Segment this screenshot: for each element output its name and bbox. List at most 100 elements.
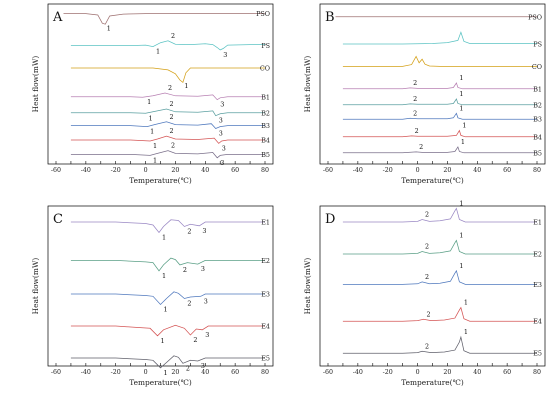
trace-b2 (70, 108, 265, 117)
peak-label: 2 (187, 228, 191, 236)
peak-label: 1 (461, 138, 465, 146)
x-tick-label: 40 (473, 167, 481, 174)
trace-label: E4 (261, 323, 270, 331)
trace-pso (63, 13, 265, 25)
x-tick-label: 20 (443, 167, 451, 174)
peak-label: 1 (462, 122, 466, 130)
peak-label: 2 (425, 342, 429, 350)
trace-e2 (342, 239, 537, 255)
trace-label: B2 (533, 101, 542, 109)
x-tick-label: 80 (261, 167, 269, 174)
x-tick-label: -60 (51, 167, 61, 174)
y-axis-label: Heat flow(mW) (303, 258, 312, 315)
trace-label: B5 (533, 149, 542, 157)
x-tick-label: -40 (81, 167, 91, 174)
peak-label: 3 (219, 129, 223, 137)
trace-label: PSO (528, 13, 542, 21)
trace-e4 (342, 306, 537, 322)
x-axis-label: Temperature(℃) (401, 176, 464, 185)
trace-label: B3 (533, 116, 542, 124)
peak-label: 3 (223, 51, 227, 59)
peak-label: 1 (184, 82, 188, 90)
trace-label: E3 (533, 281, 542, 289)
peak-label: 1 (162, 234, 166, 242)
trace-label: E1 (533, 219, 542, 227)
peak-label: 2 (415, 127, 419, 135)
trace-e5 (70, 355, 265, 369)
trace-ps (70, 40, 265, 51)
peak-label: 1 (156, 48, 160, 56)
trace-b1 (342, 82, 537, 90)
peak-label: 2 (413, 109, 417, 117)
x-axis-label: Temperature(℃) (129, 378, 192, 387)
panel-letter: B (325, 10, 335, 25)
peak-label: 3 (220, 159, 224, 167)
peak-label: 2 (187, 300, 191, 308)
trace-b3 (342, 112, 537, 120)
peak-label: 2 (425, 243, 429, 251)
peak-label: 2 (168, 84, 172, 92)
peak-label: 3 (204, 297, 208, 305)
peak-label: 3 (222, 144, 226, 152)
trace-e3 (342, 269, 537, 285)
peak-label: 3 (220, 101, 224, 109)
trace-label: B1 (533, 85, 542, 93)
x-tick-label: 0 (416, 167, 420, 174)
trace-e1 (342, 207, 537, 223)
peak-label: 2 (425, 211, 429, 219)
peak-label: 3 (205, 331, 209, 339)
peak-label: 1 (459, 262, 463, 270)
peak-label: 1 (162, 272, 166, 280)
x-tick-label: -40 (353, 369, 363, 376)
trace-b1 (70, 92, 265, 101)
trace-label: PS (533, 41, 542, 49)
trace-label: E1 (261, 219, 270, 227)
peak-label: 2 (171, 142, 175, 150)
x-tick-label: 20 (171, 369, 179, 376)
peak-label: 1 (464, 328, 468, 336)
peak-label: 1 (149, 114, 153, 122)
x-tick-label: 60 (503, 369, 511, 376)
trace-label: PSO (256, 10, 270, 18)
trace-label: E4 (533, 318, 542, 326)
trace-b3 (70, 121, 265, 129)
trace-label: E5 (261, 355, 270, 363)
y-axis-label: Heat flow(mW) (31, 56, 40, 113)
trace-label: B2 (261, 109, 270, 117)
x-tick-label: -60 (323, 167, 333, 174)
peak-label: 1 (153, 142, 157, 150)
peak-label: 1 (464, 299, 468, 307)
trace-b4 (342, 129, 537, 138)
peak-label: 1 (459, 90, 463, 98)
peak-label: 1 (459, 199, 463, 207)
trace-e4 (70, 324, 265, 337)
peak-label: 2 (169, 100, 173, 108)
peak-label: 2 (169, 113, 173, 121)
trace-label: E5 (533, 350, 542, 358)
x-tick-label: 80 (261, 369, 269, 376)
trace-b5 (70, 150, 265, 159)
peak-label: 1 (459, 74, 463, 82)
peak-label: 2 (193, 336, 197, 344)
trace-label: B4 (261, 137, 270, 145)
peak-label: 2 (425, 273, 429, 281)
x-tick-label: -40 (353, 167, 363, 174)
peak-label: 2 (427, 310, 431, 318)
panel-b: B -60 -40 -20 0 20 40 60 80 Temperature(℃) Heat fl… (303, 3, 546, 185)
x-tick-label: 40 (201, 369, 209, 376)
x-tick-label: -60 (323, 369, 333, 376)
x-tick-label: 80 (533, 369, 541, 376)
x-tick-label: 0 (416, 369, 420, 376)
x-tick-label: -60 (51, 369, 61, 376)
x-tick-label: 0 (144, 167, 148, 174)
trace-co (70, 67, 265, 84)
peak-label: 2 (171, 32, 175, 40)
panel-d: D -60 -40 -20 0 20 40 60 80 Temperature(℃) Heat fl… (303, 199, 546, 387)
x-tick-label: 80 (533, 167, 541, 174)
peak-label: 1 (147, 98, 151, 106)
x-tick-label: 40 (201, 167, 209, 174)
plot-frame (319, 205, 546, 367)
peak-label: 2 (413, 95, 417, 103)
x-tick-label: 40 (473, 369, 481, 376)
peak-label: 1 (164, 306, 168, 314)
